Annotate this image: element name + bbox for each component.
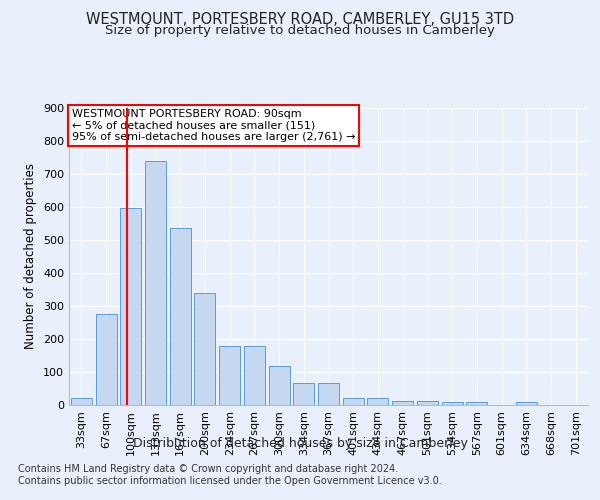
Text: WESTMOUNT PORTESBERY ROAD: 90sqm
← 5% of detached houses are smaller (151)
95% o: WESTMOUNT PORTESBERY ROAD: 90sqm ← 5% of… [71, 109, 355, 142]
Bar [392, 401, 413, 405]
Text: Distribution of detached houses by size in Camberley: Distribution of detached houses by size … [133, 438, 467, 450]
Bar [293, 382, 314, 405]
Text: Size of property relative to detached houses in Camberley: Size of property relative to detached ho… [105, 24, 495, 37]
Bar [466, 402, 487, 405]
Bar [442, 402, 463, 405]
Bar [145, 161, 166, 405]
Bar [170, 228, 191, 405]
Bar [95, 314, 116, 405]
Bar [120, 208, 141, 405]
Bar [318, 382, 339, 405]
Bar [219, 346, 240, 405]
Bar [417, 401, 438, 405]
Bar [269, 366, 290, 405]
Bar [244, 346, 265, 405]
Bar [516, 402, 537, 405]
Bar [71, 398, 92, 405]
Bar [343, 398, 364, 405]
Text: Contains public sector information licensed under the Open Government Licence v3: Contains public sector information licen… [18, 476, 442, 486]
Text: Contains HM Land Registry data © Crown copyright and database right 2024.: Contains HM Land Registry data © Crown c… [18, 464, 398, 474]
Bar [367, 398, 388, 405]
Bar [194, 292, 215, 405]
Text: WESTMOUNT, PORTESBERY ROAD, CAMBERLEY, GU15 3TD: WESTMOUNT, PORTESBERY ROAD, CAMBERLEY, G… [86, 12, 514, 28]
Y-axis label: Number of detached properties: Number of detached properties [25, 163, 37, 350]
